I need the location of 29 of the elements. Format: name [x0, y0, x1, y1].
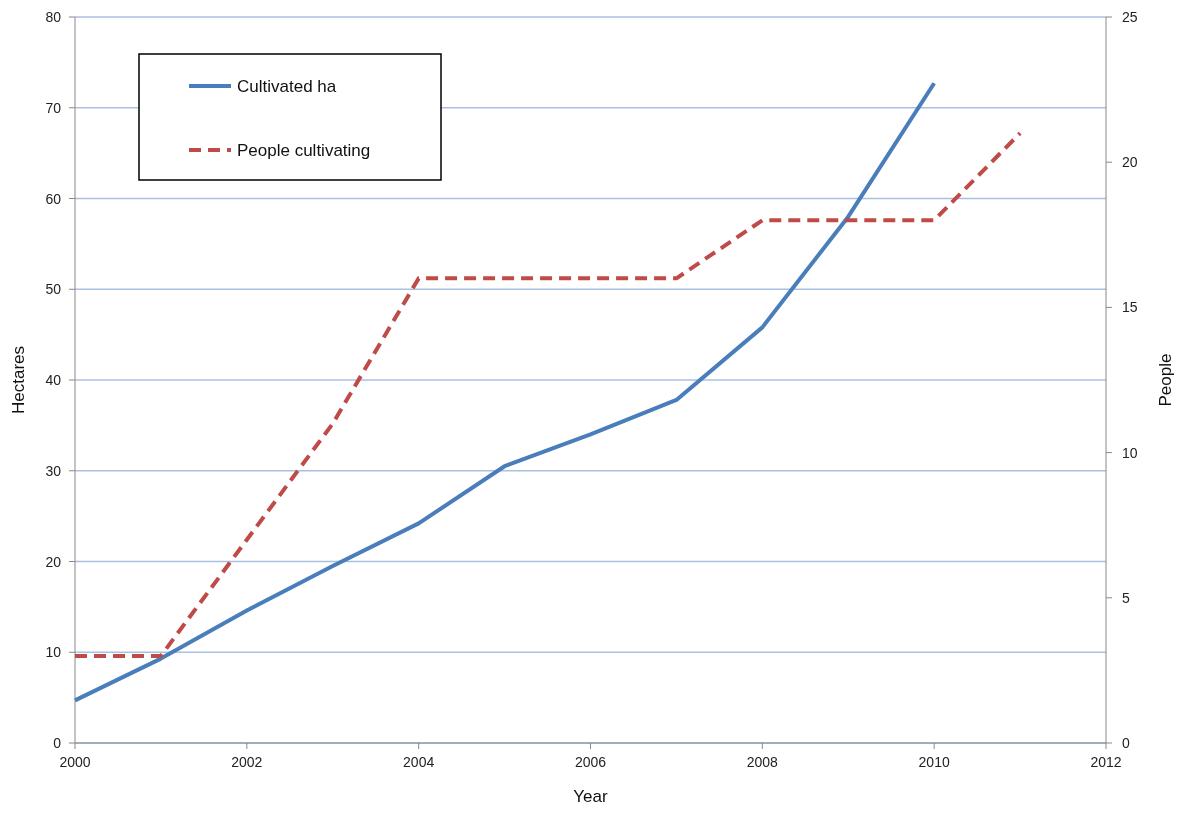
y-tick-label: 60 — [45, 190, 62, 207]
x-tick-label: 2012 — [1090, 754, 1122, 770]
y2-tick-label: 5 — [1122, 589, 1130, 606]
y-tick-label: 50 — [45, 281, 62, 298]
y-tick-label: 30 — [45, 462, 62, 479]
x-tick-label: 2004 — [403, 754, 435, 770]
y-tick-label: 70 — [45, 99, 62, 116]
y2-axis-title: People — [1156, 353, 1175, 407]
line-series — [73, 81, 937, 703]
y2-tick-label: 15 — [1122, 299, 1138, 316]
x-tick-label: 2010 — [918, 754, 950, 770]
y2-tick-label: 10 — [1122, 444, 1138, 461]
y-tick-label: 0 — [53, 735, 62, 751]
line-series — [73, 131, 1023, 658]
legend-label: People cultivating — [237, 141, 371, 160]
y-tick-label: 80 — [45, 9, 62, 25]
y-axis-title: Hectares — [9, 345, 28, 415]
y-tick-label: 10 — [45, 644, 62, 661]
x-tick-label: 2008 — [746, 754, 779, 770]
y-tick-label: 40 — [45, 372, 62, 388]
y2-tick-label: 20 — [1122, 154, 1138, 171]
x-tick-label: 2002 — [231, 754, 263, 770]
x-tick-label: 2000 — [59, 754, 91, 770]
y-tick-label: 20 — [45, 553, 62, 570]
legend-label: Cultivated ha — [237, 77, 337, 96]
x-tick-label: 2006 — [574, 754, 607, 770]
x-axis-title: Year — [573, 787, 609, 806]
y2-tick-label: 25 — [1122, 9, 1138, 25]
y2-tick-label: 0 — [1122, 735, 1130, 751]
